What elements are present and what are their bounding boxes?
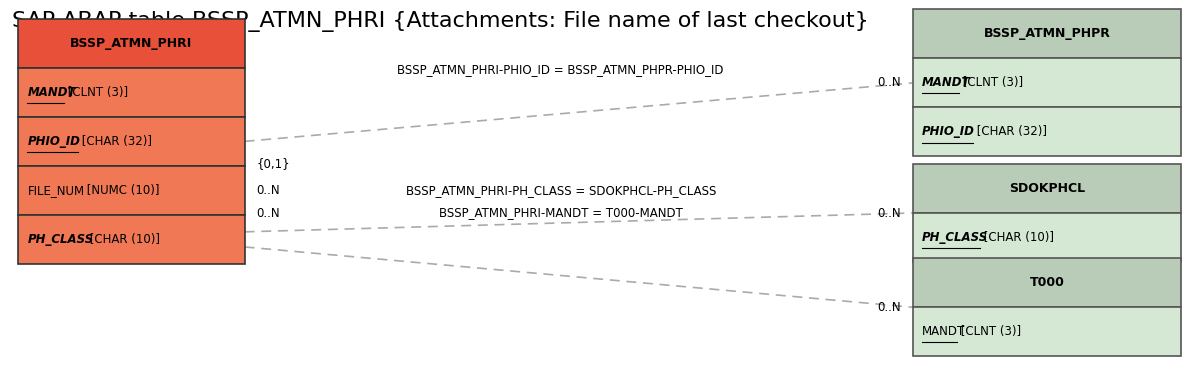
Text: BSSP_ATMN_PHPR: BSSP_ATMN_PHPR [983, 28, 1111, 40]
Text: [NUMC (10)]: [NUMC (10)] [82, 184, 160, 197]
Bar [18, 68, 245, 117]
Bar [913, 164, 1181, 213]
Text: PHIO_ID [CHAR (32)]: PHIO_ID [CHAR (32)] [922, 126, 1043, 138]
Text: FILE_NUM [NUMC (10)]: FILE_NUM [NUMC (10)] [27, 184, 161, 197]
Bar [913, 9, 1181, 58]
Text: PHIO_ID [CHAR (32)]: PHIO_ID [CHAR (32)] [27, 135, 148, 148]
Text: BSSP_ATMN_PHRI-PHIO_ID = BSSP_ATMN_PHPR-PHIO_ID: BSSP_ATMN_PHRI-PHIO_ID = BSSP_ATMN_PHPR-… [397, 63, 724, 76]
Text: MANDT [CLNT (3)]: MANDT [CLNT (3)] [27, 86, 135, 99]
Bar [913, 107, 1181, 156]
Text: BSSP_ATMN_PHRI: BSSP_ATMN_PHRI [70, 37, 192, 50]
Text: T000: T000 [1030, 276, 1064, 289]
Text: MANDT: MANDT [922, 325, 965, 338]
Bar [18, 166, 245, 215]
Text: PH_CLASS [CHAR (10)]: PH_CLASS [CHAR (10)] [922, 231, 1056, 244]
Text: {0,1}: {0,1} [256, 158, 290, 170]
Text: PHIO_ID: PHIO_ID [922, 126, 975, 138]
Text: SDOKPHCL: SDOKPHCL [1009, 182, 1084, 195]
Text: PH_CLASS: PH_CLASS [922, 231, 989, 244]
Text: PH_CLASS: PH_CLASS [27, 233, 94, 246]
Text: 0..N: 0..N [877, 77, 901, 89]
Text: BSSP_ATMN_PHRI-MANDT = T000-MANDT: BSSP_ATMN_PHRI-MANDT = T000-MANDT [439, 207, 682, 219]
Text: 0..N: 0..N [256, 184, 280, 197]
Text: [CHAR (10)]: [CHAR (10)] [86, 233, 160, 246]
Text: MANDT: MANDT [27, 86, 76, 99]
Text: [CLNT (3)]: [CLNT (3)] [957, 325, 1021, 338]
Text: FILE_NUM: FILE_NUM [27, 184, 85, 197]
Bar [913, 213, 1181, 262]
Text: MANDT: MANDT [922, 77, 971, 89]
Text: [CLNT (3)]: [CLNT (3)] [63, 86, 128, 99]
Text: [CLNT (3)]: [CLNT (3)] [958, 77, 1022, 89]
Bar [913, 258, 1181, 307]
Bar [913, 307, 1181, 356]
Text: BSSP_ATMN_PHRI-PH_CLASS = SDOKPHCL-PH_CLASS: BSSP_ATMN_PHRI-PH_CLASS = SDOKPHCL-PH_CL… [406, 184, 716, 197]
Text: PH_CLASS [CHAR (10)]: PH_CLASS [CHAR (10)] [27, 233, 161, 246]
Text: [CHAR (32)]: [CHAR (32)] [973, 126, 1047, 138]
Bar [913, 58, 1181, 107]
Text: MANDT [CLNT (3)]: MANDT [CLNT (3)] [922, 325, 1030, 338]
Text: MANDT [CLNT (3)]: MANDT [CLNT (3)] [922, 77, 1030, 89]
Bar [18, 117, 245, 166]
Text: PHIO_ID: PHIO_ID [27, 135, 80, 148]
Text: [CHAR (10)]: [CHAR (10)] [981, 231, 1055, 244]
Text: [CHAR (32)]: [CHAR (32)] [79, 135, 153, 148]
Text: 0..N: 0..N [877, 207, 901, 219]
Bar [18, 215, 245, 264]
Text: 0..N: 0..N [256, 207, 280, 219]
Bar [18, 19, 245, 68]
Text: SAP ABAP table BSSP_ATMN_PHRI {Attachments: File name of last checkout}: SAP ABAP table BSSP_ATMN_PHRI {Attachmen… [12, 11, 869, 32]
Text: 0..N: 0..N [877, 301, 901, 314]
